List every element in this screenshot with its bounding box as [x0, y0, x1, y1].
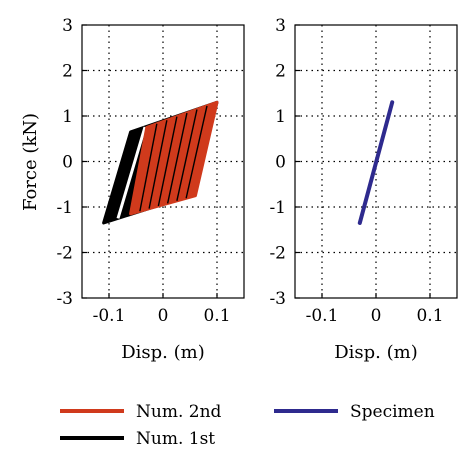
y-tick-label: -2 [269, 244, 286, 264]
x-tick-label: 0 [371, 306, 382, 326]
y-tick-label: 3 [275, 16, 286, 36]
series-num-2nd-envelope [129, 100, 219, 216]
series-num-2nd-branch [166, 112, 188, 204]
right-panel: -0.1 0 0.1 -3 -2 -1 0 1 2 3 [269, 16, 458, 326]
x-tick-label: -0.1 [306, 306, 339, 326]
series-num-2nd-branch [176, 109, 198, 201]
series-specimen-line [357, 100, 395, 225]
plot-area [357, 100, 395, 225]
x-tick-label: -0.1 [93, 306, 126, 326]
series-num-2nd-branch [148, 120, 168, 209]
y-tick-label: -1 [269, 198, 286, 218]
legend-label-num-2nd: Num. 2nd [136, 402, 222, 422]
x-tick-label: 0.1 [416, 306, 443, 326]
y-tick-label: -1 [56, 198, 73, 218]
x-tick-label: 0 [158, 306, 169, 326]
series-num-1st-branch [116, 126, 147, 219]
y-axis-label: Force (kN) [20, 113, 41, 211]
left-panel: -0.1 0 0.1 -3 -2 -1 0 1 2 3 [56, 16, 245, 326]
series-num-2nd-branch [185, 105, 208, 199]
legend: Num. 2nd Specimen Num. 1st [60, 402, 435, 449]
y-tick-label: 2 [275, 62, 286, 82]
y-tick-label: 0 [275, 153, 286, 173]
y-tick-label: 0 [62, 153, 73, 173]
series-num-2nd-branch [139, 123, 158, 212]
x-axis-label-left: Disp. (m) [121, 342, 205, 363]
legend-label-num-1st: Num. 1st [136, 429, 215, 449]
y-tick-label: -3 [269, 289, 286, 309]
x-axis-label-right: Disp. (m) [334, 342, 418, 363]
legend-label-specimen: Specimen [350, 402, 435, 422]
y-tick-label: 2 [62, 62, 73, 82]
y-tick-label: 3 [62, 16, 73, 36]
y-tick-label: -3 [56, 289, 73, 309]
x-tick-label: 0.1 [203, 306, 230, 326]
series-num-2nd-branch [157, 116, 178, 207]
y-tick-label: -2 [56, 244, 73, 264]
y-tick-label: 1 [275, 107, 286, 127]
plot-area [102, 100, 219, 225]
y-tick-label: 1 [62, 107, 73, 127]
